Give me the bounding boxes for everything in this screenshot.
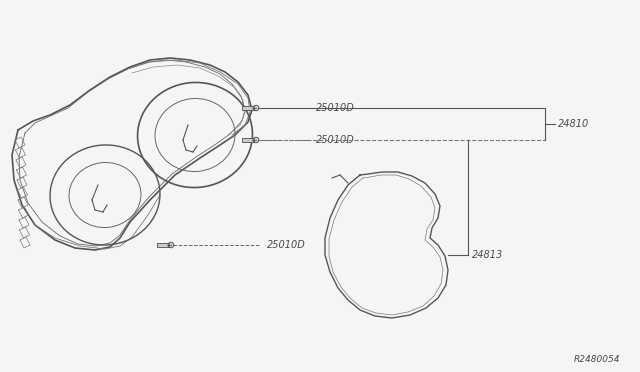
Text: 25010D: 25010D [316,135,355,145]
Text: 25010D: 25010D [316,103,355,113]
Text: 24810: 24810 [558,119,589,129]
Bar [242,138,254,142]
Circle shape [168,242,174,248]
Circle shape [253,105,259,111]
Circle shape [253,137,259,143]
Bar [242,106,254,110]
Text: 24813: 24813 [472,250,503,260]
Text: 25010D: 25010D [267,240,306,250]
Text: R2480054: R2480054 [573,355,620,364]
Bar [157,243,169,247]
